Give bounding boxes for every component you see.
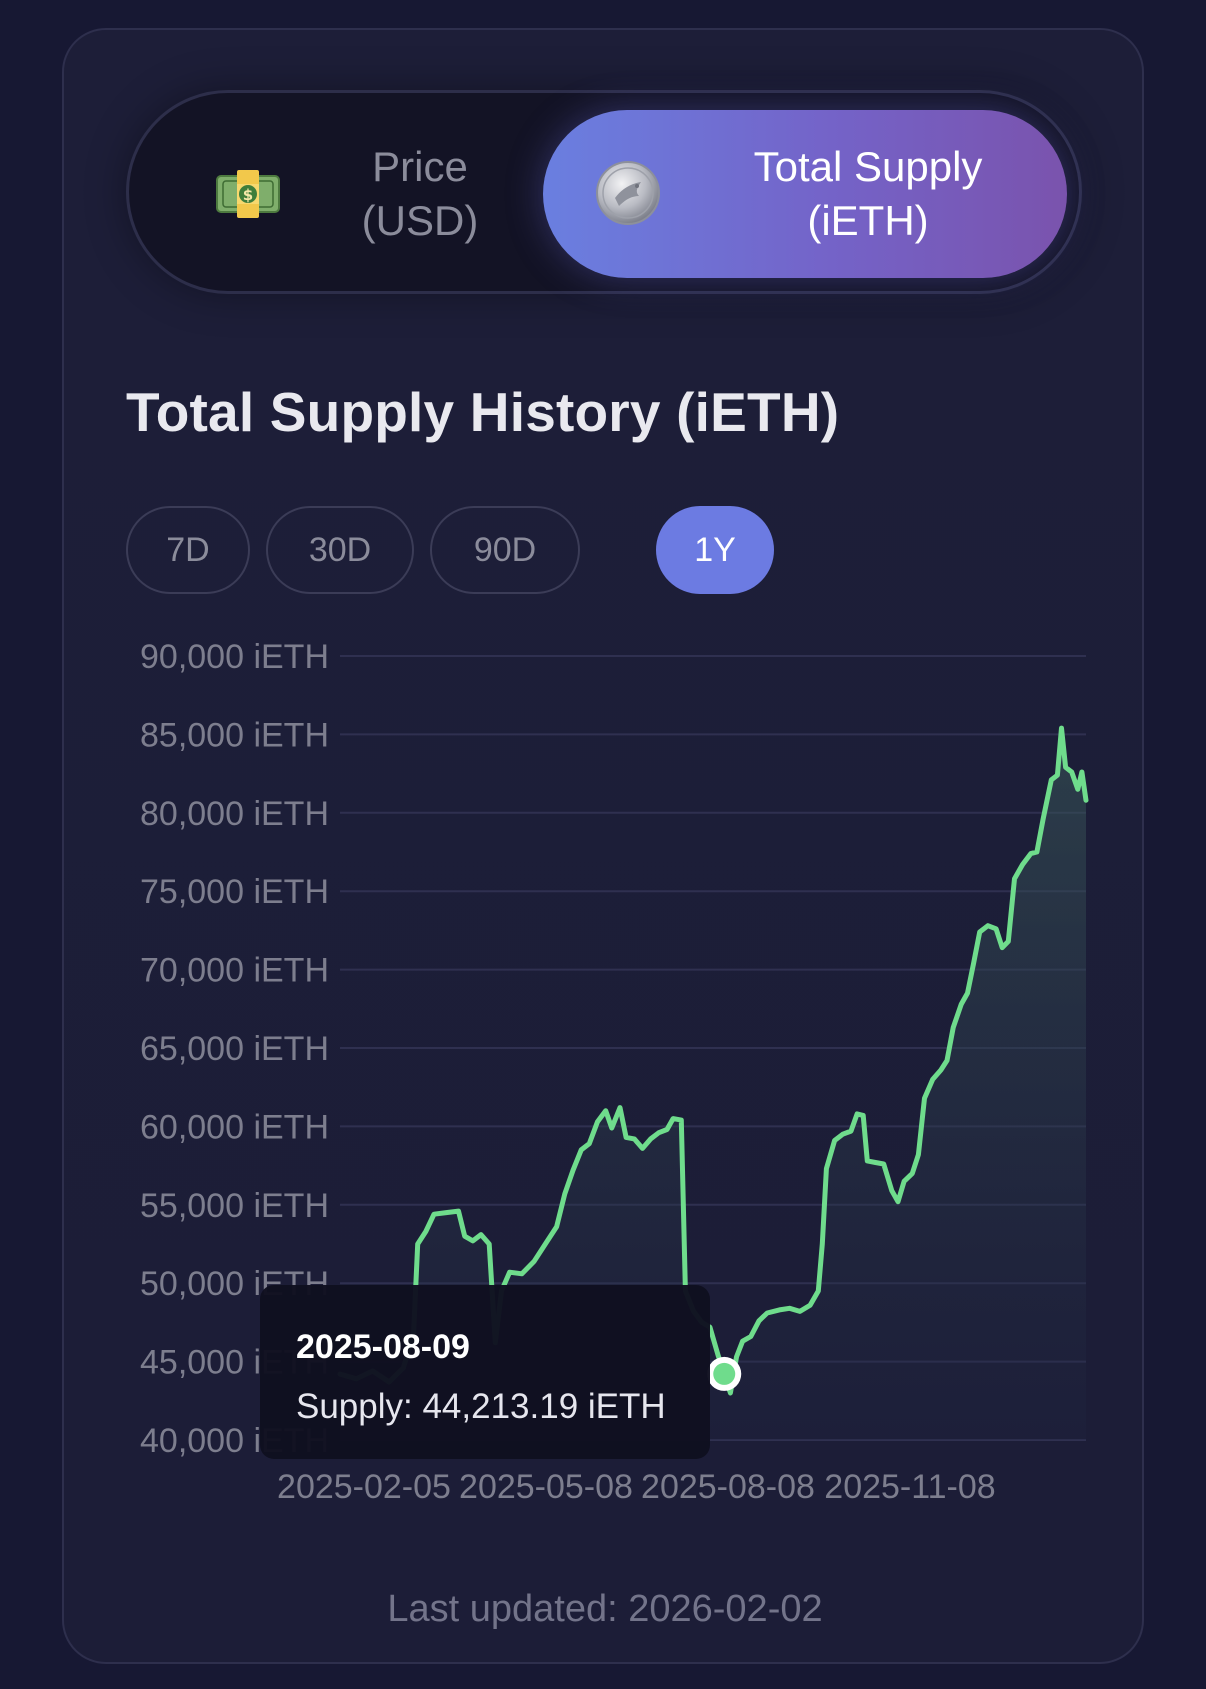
series-area <box>340 728 1086 1440</box>
page-title: Total Supply History (iETH) <box>126 381 840 443</box>
y-tick-label: 75,000 iETH <box>140 873 329 911</box>
x-tick-label: 2025-02-05 <box>277 1468 451 1506</box>
last-updated: Last updated: 2026-02-02 <box>387 1588 823 1630</box>
range-7d-button[interactable]: 7D <box>126 506 250 594</box>
tooltip-date: 2025-08-09 <box>296 1328 470 1366</box>
y-tick-label: 70,000 iETH <box>140 952 329 990</box>
chart-tooltip: 2025-08-09 Supply: 44,213.19 iETH <box>260 1285 710 1459</box>
range-90d-button[interactable]: 90D <box>430 506 580 594</box>
tab-price-usd[interactable]: $ Price (USD) <box>145 110 549 278</box>
y-tick-label: 85,000 iETH <box>140 716 329 754</box>
y-tick-label: 90,000 iETH <box>140 638 329 676</box>
svg-text:$: $ <box>243 186 253 204</box>
supply-card: $ Price (USD) <box>62 28 1144 1664</box>
range-1y-button[interactable]: 1Y <box>656 506 774 594</box>
x-tick-label: 2025-05-08 <box>459 1468 633 1506</box>
tab-price-label: Price (USD) <box>361 143 479 244</box>
x-tick-label: 2025-08-08 <box>641 1468 815 1506</box>
money-bill-icon: $ <box>215 162 281 226</box>
highlight-marker <box>713 1362 736 1385</box>
x-tick-label: 2025-11-08 <box>824 1468 995 1506</box>
y-tick-label: 80,000 iETH <box>140 795 329 833</box>
metric-toggle: $ Price (USD) <box>126 90 1082 294</box>
y-tick-label: 65,000 iETH <box>140 1030 329 1068</box>
tooltip-value: Supply: 44,213.19 iETH <box>296 1387 666 1426</box>
y-tick-label: 55,000 iETH <box>140 1187 329 1225</box>
tab-supply-label: Total Supply (iETH) <box>753 143 983 244</box>
tab-total-supply[interactable]: Total Supply (iETH) <box>543 110 1067 278</box>
range-30d-button[interactable]: 30D <box>266 506 414 594</box>
y-tick-label: 60,000 iETH <box>140 1108 329 1146</box>
coin-icon <box>595 160 661 226</box>
